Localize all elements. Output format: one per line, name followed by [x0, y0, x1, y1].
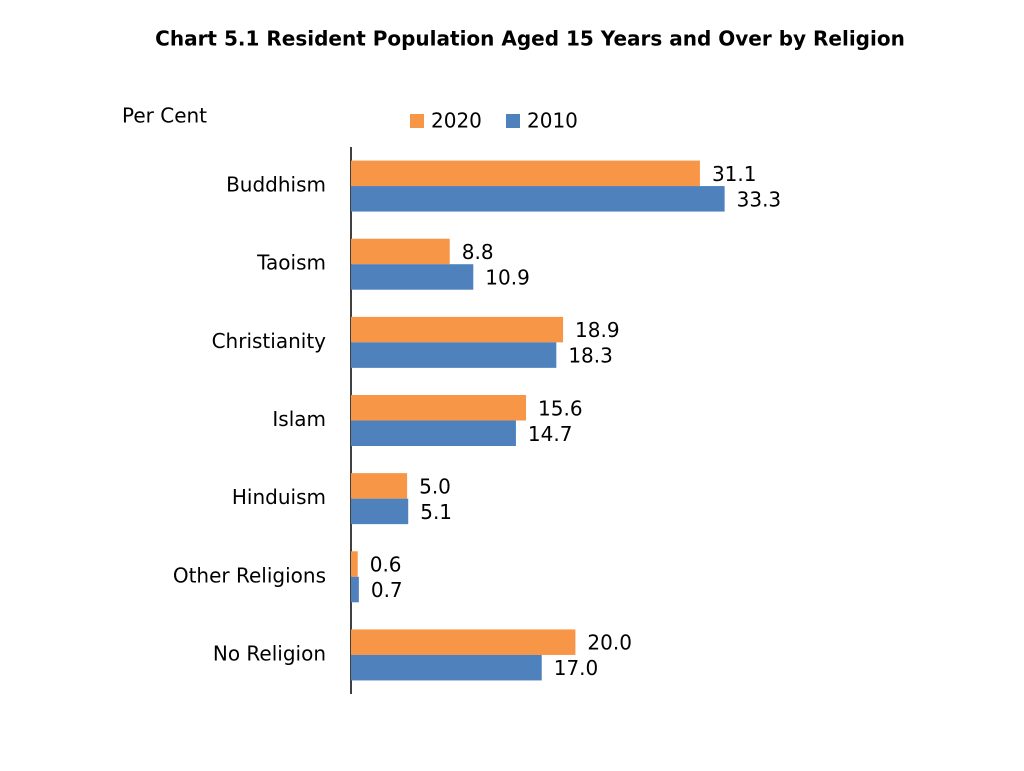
bar — [351, 576, 359, 603]
bar — [351, 498, 409, 525]
data-label: 0.7 — [371, 578, 403, 602]
data-label: 8.8 — [462, 240, 494, 264]
chart-title: Chart 5.1 Resident Population Aged 15 Ye… — [155, 27, 905, 51]
y-tick-label: Taoism — [256, 251, 326, 275]
bar — [351, 654, 542, 681]
data-label: 20.0 — [587, 631, 632, 655]
data-label: 33.3 — [737, 187, 782, 211]
y-tick-label: Islam — [272, 407, 326, 431]
data-label: 17.0 — [554, 656, 599, 680]
legend-swatch — [506, 114, 520, 128]
bar — [351, 342, 557, 368]
y-tick-label: Christianity — [212, 329, 327, 353]
data-label: 14.7 — [528, 422, 573, 446]
bar — [351, 420, 516, 446]
bar — [351, 160, 700, 187]
legend-label: 2020 — [431, 109, 482, 133]
axis-label: Per Cent — [122, 104, 207, 128]
y-tick-label: Hinduism — [232, 485, 326, 509]
bar — [351, 395, 527, 421]
bar — [351, 264, 474, 290]
legend-label: 2010 — [527, 109, 578, 133]
y-tick-label: No Religion — [213, 641, 326, 665]
data-label: 10.9 — [485, 265, 530, 289]
y-tick-label: Other Religions — [173, 563, 326, 587]
data-label: 18.3 — [568, 344, 613, 368]
data-label: 15.6 — [538, 396, 583, 420]
y-tick-label: Buddhism — [226, 173, 326, 197]
bar — [351, 473, 408, 499]
bar — [351, 629, 576, 655]
bar — [351, 551, 358, 577]
bar — [351, 238, 450, 265]
data-label: 31.1 — [712, 162, 757, 186]
data-label: 5.1 — [420, 500, 452, 524]
data-label: 18.9 — [575, 318, 620, 342]
bar — [351, 316, 564, 343]
data-label: 0.6 — [370, 553, 402, 577]
bar — [351, 186, 725, 212]
data-label: 5.0 — [419, 474, 451, 498]
legend-swatch — [410, 114, 424, 128]
